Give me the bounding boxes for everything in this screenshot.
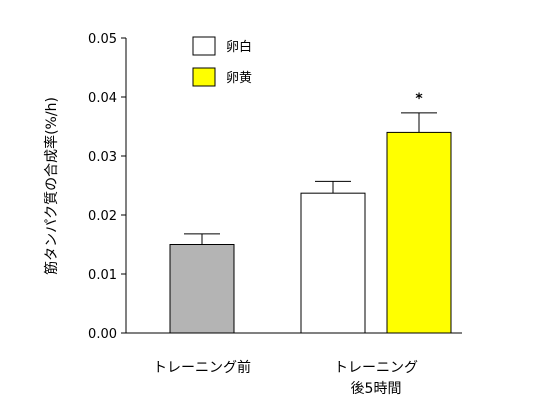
legend-swatch-egg_white [192, 36, 216, 56]
bar-egg_white [300, 192, 366, 334]
y-tick-label: 0.04 [88, 91, 117, 106]
bar-egg_yolk [386, 131, 452, 334]
bars: * [169, 91, 452, 334]
y-tick-label: 0.02 [88, 209, 117, 224]
y-tick-label: 0.00 [88, 327, 117, 342]
legend-label-egg_white: 卵白 [226, 39, 252, 55]
legend-label-egg_yolk: 卵黄 [226, 71, 252, 86]
legend-swatch-egg_yolk [192, 67, 216, 87]
significance-marker: * [415, 91, 423, 107]
x-category-label: トレーニング前 [153, 359, 251, 376]
x-category-label: トレーニング [334, 360, 418, 376]
y-axis-label-group: 筋タンパク質の合成率(%/h) [43, 97, 60, 275]
y-axis: 0.00 0.01 0.02 0.03 0.04 0.05 [88, 32, 127, 342]
y-tick-label: 0.05 [88, 32, 117, 47]
x-category-label: 後5時間 [351, 381, 402, 397]
y-tick-label: 0.03 [88, 150, 117, 165]
y-axis-label: 筋タンパク質の合成率(%/h) [43, 97, 60, 275]
y-tick-label: 0.01 [88, 268, 117, 283]
bar-baseline [169, 244, 235, 334]
